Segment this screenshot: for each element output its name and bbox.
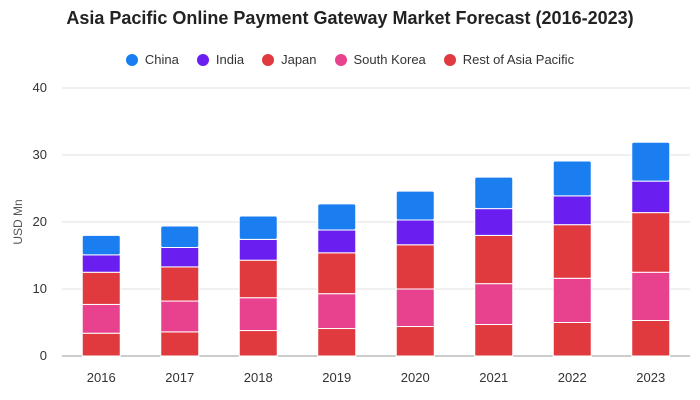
x-tick-label: 2017 — [165, 370, 194, 385]
bar-segment-india — [631, 180, 671, 214]
bar-segment-rest-of-asia-pacific — [317, 328, 357, 357]
bar-segment-china — [474, 176, 514, 210]
legend-swatch — [125, 53, 138, 66]
x-tick-label: 2023 — [636, 370, 665, 385]
bar-segment-india — [81, 254, 121, 273]
legend-label: Rest of Asia Pacific — [462, 52, 575, 67]
y-axis-label: USD Mn — [11, 199, 25, 244]
y-tick-label: 10 — [33, 281, 47, 296]
bar-segment-rest-of-asia-pacific — [552, 322, 592, 357]
legend-swatch — [196, 53, 209, 66]
x-tick-label: 2022 — [558, 370, 587, 385]
legend-swatch — [334, 53, 347, 66]
legend-item[interactable]: South Korea — [334, 52, 426, 67]
bar-segment-india — [238, 238, 278, 261]
bar-segment-china — [238, 215, 278, 240]
bar-segment-rest-of-asia-pacific — [395, 326, 435, 357]
bar-segment-japan — [395, 244, 435, 290]
bar-segment-rest-of-asia-pacific — [81, 332, 121, 357]
bar-segment-japan — [81, 271, 121, 305]
legend-swatch — [443, 53, 456, 66]
legend-label: India — [215, 52, 245, 67]
bar-segment-south-korea — [317, 293, 357, 330]
bar-segment-south-korea — [631, 271, 671, 321]
bar-segment-rest-of-asia-pacific — [631, 319, 671, 357]
bar-segment-japan — [238, 259, 278, 299]
bar-segment-south-korea — [238, 297, 278, 332]
y-tick-label: 40 — [33, 80, 47, 95]
bar-segment-china — [631, 141, 671, 182]
bar-segment-china — [552, 160, 592, 197]
bar-segment-rest-of-asia-pacific — [474, 324, 514, 357]
legend-swatch — [262, 53, 275, 66]
legend-label: South Korea — [353, 52, 426, 67]
chart-title: Asia Pacific Online Payment Gateway Mark… — [66, 8, 634, 28]
bar-segment-india — [395, 219, 435, 246]
x-tick-label: 2016 — [87, 370, 116, 385]
bar-segment-china — [81, 234, 121, 256]
bar-segment-china — [317, 203, 357, 231]
bar-segment-india — [317, 229, 357, 254]
bar-segment-south-korea — [552, 277, 592, 323]
legend-item[interactable]: China — [125, 52, 179, 67]
x-tick-label: 2021 — [479, 370, 508, 385]
bar-segment-india — [552, 195, 592, 226]
legend-label: China — [144, 52, 179, 67]
y-tick-label: 30 — [33, 147, 47, 162]
bar-segment-rest-of-asia-pacific — [160, 331, 200, 357]
legend-item[interactable]: Japan — [262, 52, 317, 67]
x-tick-label: 2020 — [401, 370, 430, 385]
bar-segment-japan — [474, 234, 514, 285]
bar-segment-rest-of-asia-pacific — [238, 330, 278, 357]
legend-item[interactable]: Rest of Asia Pacific — [443, 52, 575, 67]
bar-segment-japan — [317, 252, 357, 295]
bar-segment-south-korea — [395, 288, 435, 328]
x-tick-label: 2018 — [244, 370, 273, 385]
legend-item[interactable]: India — [196, 52, 245, 67]
bar-segment-india — [160, 246, 200, 268]
y-tick-label: 20 — [33, 214, 47, 229]
chart-legend: China India Japan South Korea Rest of Asia P… — [0, 52, 700, 67]
bar-segment-japan — [160, 266, 200, 302]
bar-segment-japan — [552, 224, 592, 279]
bar-segment-china — [395, 190, 435, 221]
bar-segment-india — [474, 208, 514, 236]
y-tick-label: 0 — [40, 348, 47, 363]
bar-segment-south-korea — [81, 303, 121, 334]
bar-segment-japan — [631, 212, 671, 273]
bar-segment-china — [160, 225, 200, 248]
bar-segment-south-korea — [160, 300, 200, 333]
x-tick-label: 2019 — [322, 370, 351, 385]
legend-label: Japan — [281, 52, 317, 67]
bar-segment-south-korea — [474, 283, 514, 326]
